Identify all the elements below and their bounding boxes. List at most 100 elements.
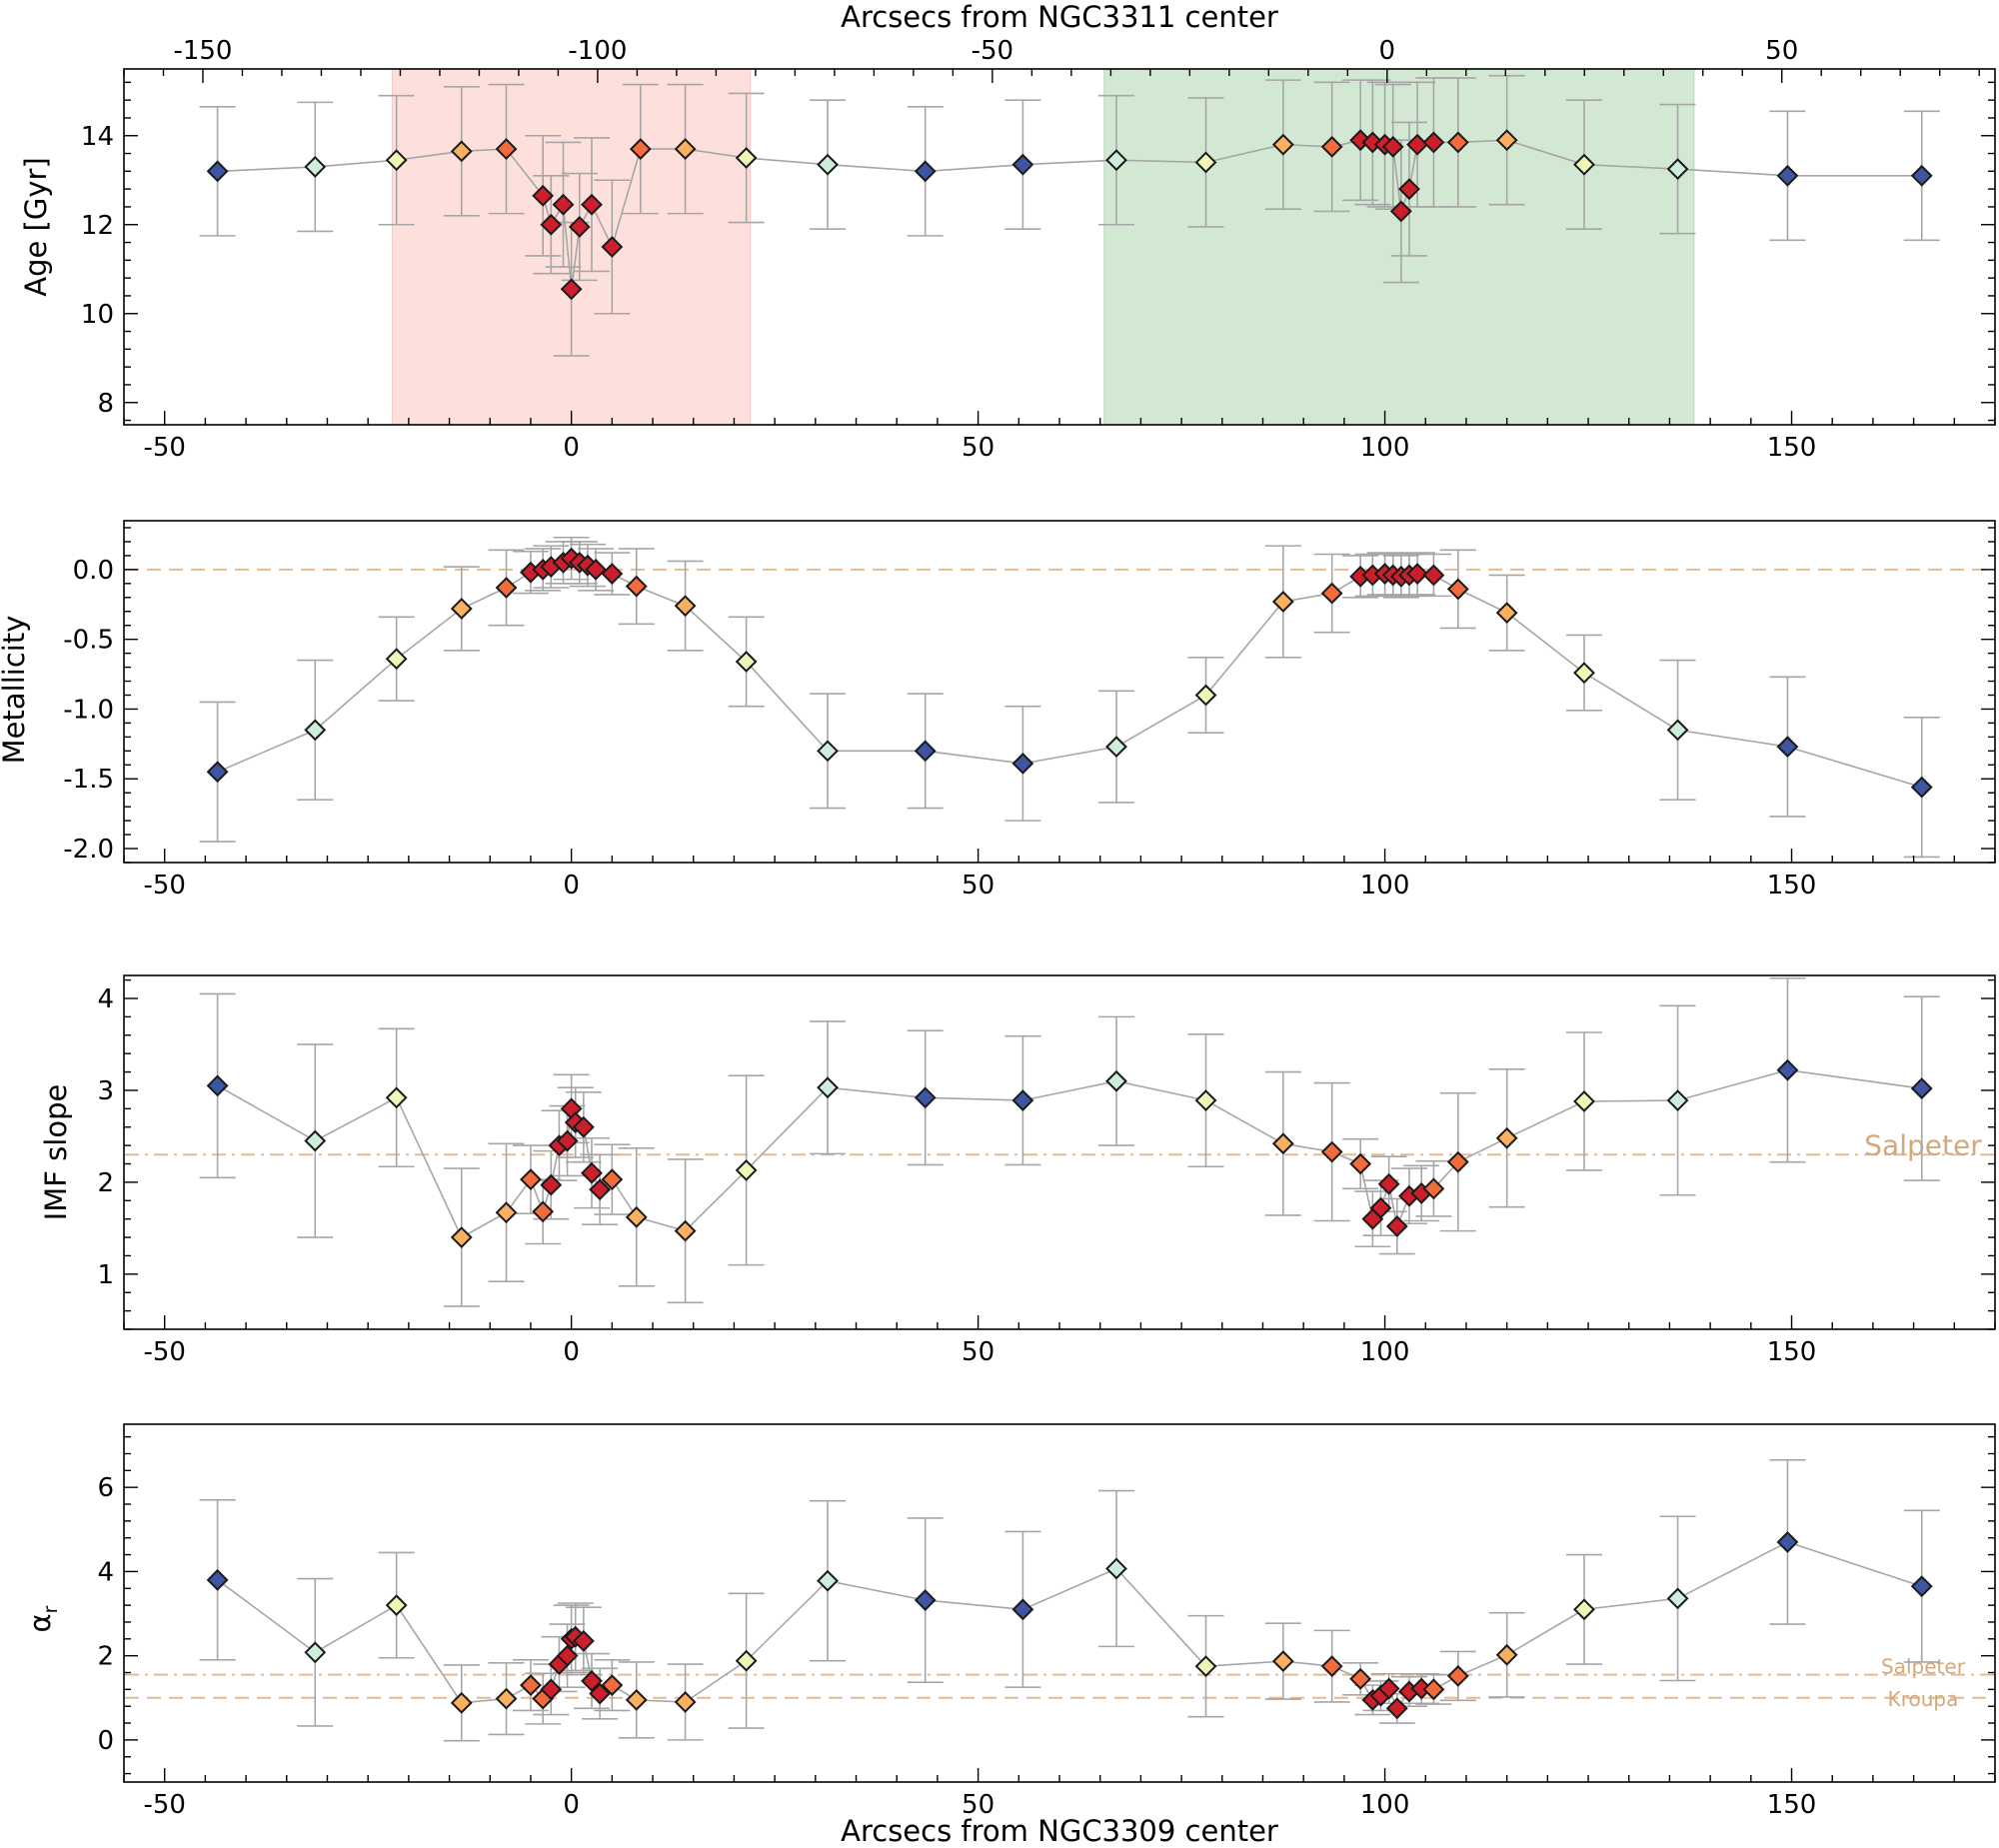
age-data-point	[1910, 164, 1933, 187]
alpha-x-tick-label: -50	[143, 1790, 185, 1820]
alpha-panel: Salpeter Kroupa -50 0 50 100 150 0 2 4 6 αr Arcs…	[23, 1423, 1996, 1848]
imf-data-point	[817, 1076, 839, 1099]
alpha-data-point	[304, 1641, 327, 1664]
alpha-y-axis-label-base: α	[23, 1613, 57, 1632]
metallicity-data-point	[1105, 736, 1127, 759]
age-data-point	[1105, 149, 1127, 172]
alpha-data-point	[674, 1691, 697, 1713]
age-data-point	[817, 153, 839, 176]
alpha-markers	[206, 1531, 1933, 1720]
metallicity-data-point	[1011, 752, 1034, 775]
age-data-point	[1776, 164, 1799, 187]
age-top-ticks: -150 -100 -50 0 50	[123, 36, 1980, 83]
age-y-tick-label: 8	[97, 389, 114, 419]
metallicity-y-ticks: -2.0 -1.5 -1.0 -0.5 0.0	[63, 527, 1995, 865]
metallicity-data-point	[601, 563, 624, 585]
alpha-data-point	[1194, 1655, 1217, 1678]
imf-data-point	[385, 1086, 408, 1109]
alpha-data-point	[625, 1688, 648, 1711]
age-y-tick-label: 14	[81, 122, 114, 152]
imf-data-point	[450, 1226, 473, 1248]
metallicity-data-point	[735, 651, 758, 673]
metallicity-data-point	[1406, 563, 1429, 585]
age-shaded-region-green	[1103, 68, 1695, 426]
age-x-tick-label: 0	[563, 433, 580, 463]
alpha-data-point	[385, 1594, 408, 1617]
metallicity-data-point	[304, 719, 327, 742]
metallicity-data-point	[1910, 776, 1933, 799]
alpha-reference-label-0: Salpeter	[1881, 1655, 1966, 1679]
age-data-point	[1194, 151, 1217, 174]
imf-reference-lines: Salpeter	[125, 1128, 1994, 1161]
imf-data-point	[1320, 1140, 1343, 1163]
imf-y-tick-label: 4	[97, 984, 114, 1014]
age-x-tick-label: 150	[1767, 433, 1817, 463]
age-data-point	[581, 193, 603, 216]
imf-x-tick-label: 50	[962, 1337, 995, 1367]
alpha-reference-lines: Salpeter Kroupa	[125, 1655, 1994, 1711]
imf-data-point	[556, 1129, 579, 1152]
alpha-data-point	[450, 1691, 473, 1714]
alpha-data-point	[556, 1644, 579, 1667]
age-data-point	[1381, 135, 1404, 158]
alpha-reference-label-1: Kroupa	[1888, 1687, 1959, 1711]
age-data-point	[532, 184, 555, 207]
age-data-point	[1573, 153, 1595, 176]
alpha-data-point	[914, 1589, 937, 1611]
age-data-point	[206, 160, 229, 183]
alpha-data-point	[1011, 1598, 1034, 1621]
age-data-point	[495, 138, 518, 161]
imf-markers	[206, 1058, 1933, 1248]
alpha-data-point	[817, 1569, 839, 1592]
alpha-data-point	[1446, 1664, 1469, 1687]
age-data-point	[601, 236, 624, 258]
age-data-point	[450, 140, 473, 163]
metallicity-data-point	[1776, 736, 1799, 759]
age-markers	[206, 129, 1933, 301]
alpha-data-point	[495, 1687, 518, 1710]
imf-data-point	[1910, 1077, 1933, 1100]
age-data-point	[568, 216, 591, 238]
alpha-data-point	[1349, 1667, 1372, 1690]
imf-data-point	[674, 1219, 697, 1242]
age-data-point	[385, 149, 408, 172]
metallicity-data-point	[1446, 578, 1469, 601]
age-y-tick-label: 10	[81, 300, 114, 330]
metallicity-x-tick-label: -50	[143, 871, 185, 901]
age-top-tick-label: 0	[1379, 36, 1396, 66]
alpha-data-point	[572, 1629, 595, 1652]
age-data-point	[629, 138, 652, 161]
imf-y-tick-label: 2	[97, 1168, 114, 1198]
metallicity-data-point	[1271, 591, 1294, 613]
imf-x-tick-label: 0	[563, 1337, 580, 1367]
alpha-data-point	[581, 1670, 603, 1692]
alpha-data-point	[1320, 1655, 1343, 1678]
alpha-y-tick-label: 4	[97, 1557, 114, 1587]
alpha-y-tick-label: 2	[97, 1642, 114, 1672]
imf-data-point	[1385, 1215, 1408, 1237]
alpha-data-point	[1495, 1643, 1518, 1666]
alpha-x-tick-label: 0	[563, 1790, 580, 1820]
imf-y-axis-label: IMF slope	[39, 1084, 73, 1221]
imf-data-point	[1105, 1069, 1127, 1092]
metallicity-data-point	[817, 740, 839, 763]
alpha-y-axis-label: αr	[23, 1605, 62, 1632]
metallicity-data-point	[450, 598, 473, 620]
imf-data-point	[1377, 1172, 1400, 1195]
imf-data-point	[572, 1115, 595, 1138]
imf-data-point	[1349, 1152, 1372, 1175]
imf-x-ticks: -50 0 50 100 150	[123, 1315, 1996, 1367]
age-y-tick-label: 12	[81, 211, 114, 241]
age-data-point	[1398, 178, 1420, 201]
imf-data-point	[1573, 1090, 1595, 1112]
imf-data-point	[601, 1168, 624, 1191]
age-data-point	[735, 147, 758, 169]
imf-data-point	[520, 1168, 542, 1191]
age-data-point	[1666, 158, 1689, 181]
imf-data-point	[581, 1161, 603, 1184]
metallicity-data-point	[1194, 684, 1217, 707]
metallicity-markers	[206, 547, 1933, 799]
metallicity-data-point	[1422, 564, 1445, 587]
age-data-point	[1011, 153, 1034, 176]
alpha-x-tick-label: 150	[1767, 1790, 1817, 1820]
